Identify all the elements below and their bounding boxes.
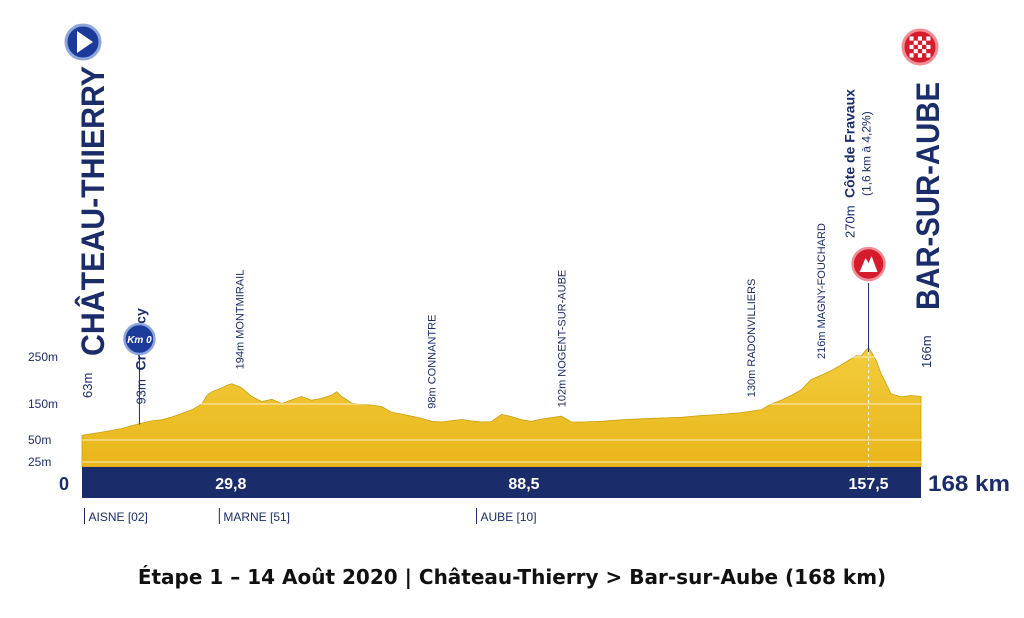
distance-labels: 0 29,8 88,5 157,5 168 km: [59, 471, 1010, 496]
place-altitude: 93m: [133, 379, 148, 404]
y-axis-labels: 250m 150m 50m 25m: [28, 350, 58, 469]
checker-square: [926, 49, 931, 54]
checker-square: [913, 36, 918, 41]
km0-label: Km 0: [127, 335, 152, 346]
km-zero-label: 0: [59, 474, 69, 494]
checker-square: [917, 44, 923, 50]
checker-square: [909, 53, 914, 58]
place-name: 130m RADONVILLIERS: [746, 279, 758, 398]
department-label: AUBE [10]: [481, 510, 537, 524]
checker-square: [926, 36, 931, 41]
checker-square: [926, 40, 931, 45]
finish-altitude-label: 166m: [919, 335, 934, 368]
place-name: 194m MONTMIRAIL: [234, 270, 246, 370]
y-tick-label: 50m: [28, 433, 51, 447]
markers: Km 0: [123, 246, 886, 467]
grid-lines-overlay: [82, 356, 921, 463]
checker-square: [917, 53, 923, 58]
checker-square: [909, 49, 914, 54]
climb-altitude: 270m: [843, 205, 858, 238]
mountain-icon: [859, 256, 878, 272]
km-tick-label: 29,8: [215, 476, 246, 493]
checker-square: [922, 36, 927, 41]
y-tick-label: 25m: [28, 455, 51, 469]
checker-square: [913, 53, 918, 58]
total-distance-label: 168 km: [928, 471, 1010, 496]
department-label: AISNE [02]: [88, 510, 147, 524]
checker-square: [922, 40, 927, 45]
checker-square: [922, 49, 927, 54]
checker-square: [922, 44, 927, 50]
checker-square: [913, 49, 918, 54]
checker-square: [913, 44, 918, 50]
climb-name: Côte de Fravaux: [842, 89, 858, 198]
checker-square: [909, 40, 914, 45]
checker-square: [909, 44, 914, 50]
distance-bar: [82, 467, 921, 498]
start-arrow-icon: [77, 31, 93, 53]
department-label: MARNE [51]: [223, 510, 290, 524]
checker-square: [922, 53, 927, 58]
y-tick-label: 250m: [28, 350, 58, 364]
finish-town-name: BAR-SUR-AUBE: [910, 82, 946, 310]
department-labels: AISNE [02] MARNE [51] AUBE [10]: [83, 508, 537, 524]
y-tick-label: 150m: [28, 397, 58, 411]
start-altitude-label: 63m: [80, 373, 95, 398]
km-tick-label: 157,5: [849, 476, 889, 493]
place-name: 216m MAGNY-FOUCHARD: [816, 223, 828, 359]
checker-square: [917, 49, 923, 54]
checker-square: [926, 44, 931, 50]
place-name: 98m CONNANTRE: [427, 315, 439, 409]
km0-icon: [123, 322, 156, 356]
start-town-name: CHÂTEAU-THIERRY: [75, 66, 111, 356]
checker-square: [913, 40, 918, 45]
elevation-profile-area: [81, 346, 922, 468]
checker-square: [926, 53, 931, 58]
place-name: 102m NOGENT-SUR-AUBE: [556, 270, 568, 408]
checker-square: [917, 40, 923, 45]
checker-square: [917, 36, 923, 41]
stage-caption: Étape 1 – 14 Août 2020 | Château-Thierry…: [137, 565, 887, 589]
km-tick-label: 88,5: [508, 476, 539, 493]
climb-detail: (1,6 km à 4,2%): [860, 111, 874, 196]
checkered-flag-icon: [909, 36, 931, 58]
checker-square: [909, 36, 914, 41]
